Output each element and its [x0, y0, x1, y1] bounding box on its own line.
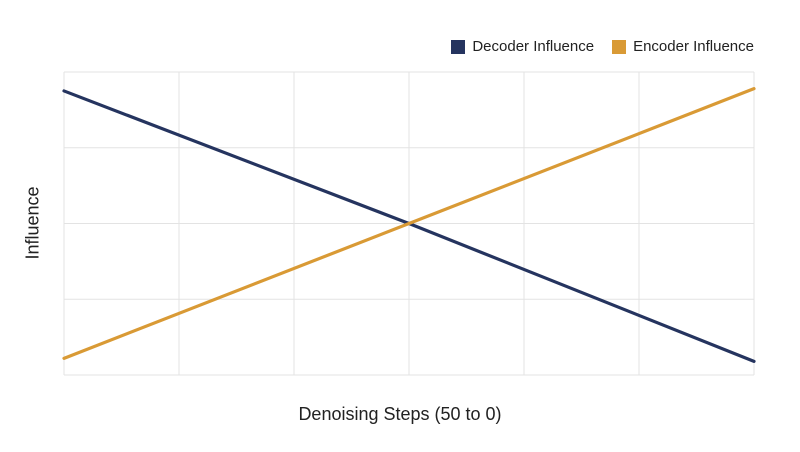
legend-swatch-encoder — [612, 39, 627, 54]
legend-label-encoder: Encoder Influence — [633, 38, 754, 55]
y-axis-title: Influence — [22, 186, 43, 260]
legend-label-decoder: Decoder Influence — [472, 38, 595, 55]
legend-item-decoder-influence: Decoder Influence — [451, 38, 594, 55]
chart-legend: Decoder Influence Encoder Influence — [451, 38, 754, 55]
x-axis-title: Denoising Steps (50 to 0) — [298, 404, 502, 424]
legend-swatch-decoder — [451, 39, 466, 54]
series-line-encoder-influence — [62, 87, 756, 360]
legend-item-encoder-influence: Encoder Influence — [612, 38, 754, 55]
